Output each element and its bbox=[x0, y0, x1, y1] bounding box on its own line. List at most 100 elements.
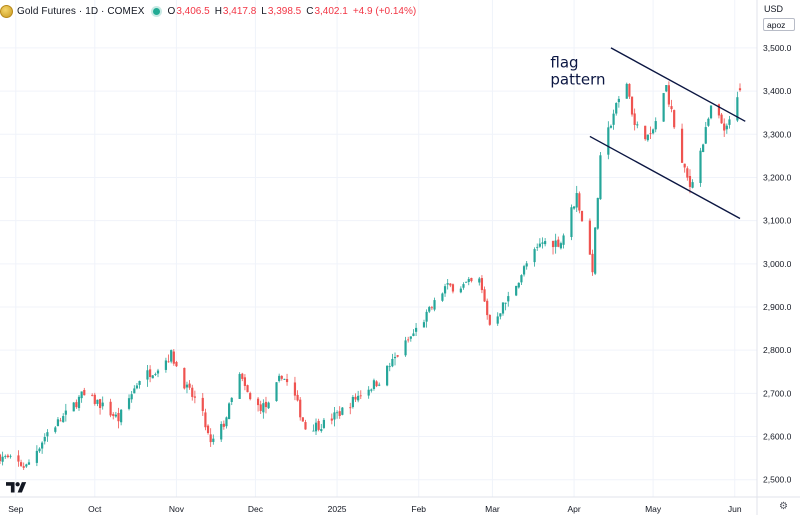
candle bbox=[541, 237, 544, 249]
candle bbox=[46, 429, 49, 442]
candle bbox=[446, 279, 449, 290]
candle bbox=[80, 391, 83, 403]
candle bbox=[496, 312, 499, 326]
close-value: 3,402.1 bbox=[314, 5, 348, 17]
candle bbox=[538, 238, 541, 248]
candle bbox=[133, 385, 136, 394]
candle bbox=[428, 305, 431, 314]
candle bbox=[414, 322, 418, 336]
candle bbox=[183, 367, 186, 390]
candle bbox=[256, 396, 260, 412]
candle bbox=[185, 381, 189, 394]
candle bbox=[101, 396, 104, 410]
candle bbox=[38, 447, 41, 453]
symbol-title[interactable]: Gold Futures · 1D · COMEX bbox=[17, 5, 145, 17]
candle bbox=[441, 292, 444, 302]
legend-header: Gold Futures · 1D · COMEX O 3,406.5 H 3,41… bbox=[0, 3, 421, 19]
x-tick-label: Sep bbox=[8, 504, 23, 514]
candle bbox=[156, 368, 160, 378]
candle bbox=[580, 210, 584, 222]
market-status-dot-icon bbox=[152, 7, 160, 15]
candle bbox=[717, 103, 721, 119]
candle bbox=[96, 399, 99, 407]
candle bbox=[393, 352, 397, 366]
currency-label[interactable]: USD bbox=[764, 4, 784, 14]
candle bbox=[515, 285, 518, 297]
candle bbox=[470, 277, 473, 283]
candle bbox=[483, 286, 486, 302]
candle bbox=[404, 336, 407, 357]
y-tick-label: 2,500.0 bbox=[763, 475, 792, 485]
candle bbox=[599, 151, 602, 200]
candle bbox=[725, 123, 728, 134]
candle bbox=[120, 408, 123, 426]
candle bbox=[72, 401, 75, 412]
candle bbox=[209, 428, 212, 447]
open-label: O bbox=[167, 5, 176, 17]
candle bbox=[22, 462, 25, 470]
low-value: 3,398.5 bbox=[267, 5, 302, 17]
candle bbox=[649, 126, 652, 139]
candle bbox=[704, 121, 707, 145]
candle bbox=[409, 336, 412, 342]
candle bbox=[304, 419, 307, 430]
candle bbox=[154, 372, 157, 377]
candle bbox=[201, 393, 204, 416]
candle bbox=[691, 179, 694, 189]
tradingview-logo-icon[interactable] bbox=[6, 480, 28, 494]
candle bbox=[425, 309, 428, 328]
candle bbox=[225, 416, 228, 429]
candle bbox=[267, 401, 270, 409]
candle bbox=[62, 413, 65, 423]
candle bbox=[17, 450, 20, 467]
candle bbox=[544, 238, 547, 247]
candle bbox=[575, 185, 578, 212]
candle bbox=[330, 413, 333, 425]
candle bbox=[665, 85, 668, 93]
candle bbox=[293, 376, 297, 401]
candle bbox=[591, 249, 594, 276]
candle bbox=[612, 109, 615, 130]
gear-icon[interactable]: ⚙ bbox=[779, 501, 788, 512]
candle bbox=[396, 354, 399, 358]
candle bbox=[570, 204, 573, 241]
candle bbox=[314, 418, 318, 435]
candle bbox=[299, 397, 302, 421]
candle bbox=[280, 375, 283, 381]
candle bbox=[4, 454, 7, 459]
candle bbox=[64, 403, 67, 422]
candle bbox=[578, 191, 581, 214]
trendline-upper[interactable] bbox=[610, 47, 746, 122]
candle bbox=[443, 283, 447, 297]
candle bbox=[56, 416, 60, 427]
candle bbox=[262, 399, 265, 419]
candle bbox=[127, 394, 131, 411]
x-tick-label: Oct bbox=[88, 504, 102, 514]
candle bbox=[459, 286, 462, 294]
candle bbox=[451, 283, 455, 294]
candle bbox=[702, 143, 705, 153]
candle bbox=[351, 395, 354, 409]
candle bbox=[554, 233, 557, 254]
y-tick-label: 3,200.0 bbox=[763, 172, 792, 182]
candle bbox=[412, 329, 415, 337]
candle bbox=[633, 108, 636, 131]
candle bbox=[83, 387, 86, 396]
x-tick-label: Nov bbox=[169, 504, 185, 514]
candle bbox=[688, 169, 692, 194]
candle bbox=[422, 319, 426, 328]
candle bbox=[228, 402, 231, 420]
candle bbox=[507, 291, 510, 307]
candle bbox=[357, 390, 360, 403]
trendline-lower[interactable] bbox=[589, 135, 741, 220]
candle bbox=[504, 302, 507, 311]
y-tick-label: 3,000.0 bbox=[763, 259, 792, 269]
candle bbox=[388, 362, 391, 372]
price-axis[interactable]: 2,500.0 2,600.0 2,700.0 2,800.0 2,900.0 3,000… bbox=[763, 43, 792, 485]
candle bbox=[628, 83, 631, 99]
candle bbox=[241, 372, 244, 382]
time-axis[interactable]: Sep Oct Nov Dec 2025 Feb Mar Apr May Jun bbox=[8, 504, 742, 514]
candle bbox=[430, 305, 433, 311]
unit-selector[interactable]: apoz bbox=[763, 18, 795, 31]
